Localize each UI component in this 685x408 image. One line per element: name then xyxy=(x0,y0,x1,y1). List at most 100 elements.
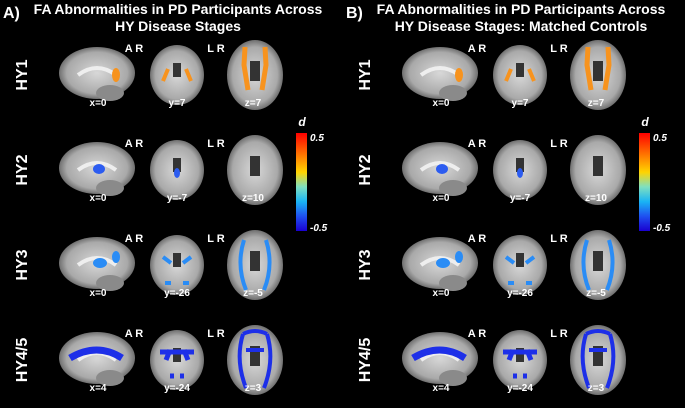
orientation-label: A R xyxy=(468,328,487,340)
colorbar xyxy=(639,133,650,231)
cerebellum xyxy=(439,85,467,101)
orientation-label: A R xyxy=(125,138,144,150)
stage-label: HY1 xyxy=(14,59,31,90)
fa-blob xyxy=(68,346,124,362)
slice-coordinate: x=0 xyxy=(90,98,107,109)
slice-coordinate: y=-26 xyxy=(507,288,533,299)
panel-title: FA Abnormalities in PD Participants Acro… xyxy=(377,1,666,17)
slice-coordinate: y=7 xyxy=(512,98,529,109)
slice-coordinate: x=0 xyxy=(90,193,107,204)
orientation-label: L R xyxy=(207,233,225,245)
ventricle xyxy=(593,61,603,81)
slice-coordinate: x=0 xyxy=(433,98,450,109)
fa-blob xyxy=(237,329,273,389)
slice-coordinate: y=-24 xyxy=(507,383,533,394)
orientation-label: L R xyxy=(550,43,568,55)
ventricle xyxy=(593,156,603,176)
slice-coordinate: y=7 xyxy=(169,98,186,109)
orientation-label: L R xyxy=(550,138,568,150)
ventricle xyxy=(593,346,603,366)
colorbar-label: d xyxy=(641,115,649,129)
ventricle xyxy=(516,253,524,267)
colorbar-max: 0.5 xyxy=(653,133,667,144)
corpus-callosum xyxy=(76,161,118,172)
colorbar xyxy=(296,133,307,231)
cerebellum xyxy=(439,370,467,386)
orientation-label: L R xyxy=(550,328,568,340)
fa-blob xyxy=(161,255,193,285)
cerebellum xyxy=(96,85,124,101)
corpus-callosum xyxy=(419,161,461,172)
orientation-label: A R xyxy=(468,43,487,55)
ventricle xyxy=(173,348,181,362)
orientation-label: A R xyxy=(468,233,487,245)
fa-blob xyxy=(411,346,467,362)
fa-blob xyxy=(504,68,536,82)
orientation-label: A R xyxy=(125,328,144,340)
ventricle xyxy=(173,253,181,267)
fa-blob xyxy=(584,46,612,91)
fa-blob xyxy=(504,255,536,285)
fa-blob xyxy=(503,349,537,379)
panel-label: A) xyxy=(3,5,20,22)
fa-blob xyxy=(436,164,448,174)
panel-label: B) xyxy=(346,5,363,22)
stage-label: HY4/5 xyxy=(357,338,374,383)
fa-blob xyxy=(517,168,523,178)
orientation-label: L R xyxy=(207,328,225,340)
fa-blob xyxy=(160,349,194,379)
slice-coordinate: z=10 xyxy=(242,193,264,204)
colorbar-min: -0.5 xyxy=(310,223,328,234)
fa-blob xyxy=(93,258,107,268)
colorbar-label: d xyxy=(298,115,306,129)
slice-coordinate: z=-5 xyxy=(586,288,606,299)
ventricle xyxy=(250,156,260,176)
stage-label: HY2 xyxy=(357,154,374,185)
slice-coordinate: y=-24 xyxy=(164,383,190,394)
cerebellum xyxy=(96,180,124,196)
corpus-callosum xyxy=(76,256,118,267)
fa-blob xyxy=(112,68,120,82)
stage-label: HY4/5 xyxy=(14,338,31,383)
fa-blob xyxy=(93,164,105,174)
slice-coordinate: x=4 xyxy=(90,383,107,394)
slice-coordinate: x=4 xyxy=(433,383,450,394)
ventricle xyxy=(593,251,603,271)
orientation-label: L R xyxy=(207,138,225,150)
slice-coordinate: y=-7 xyxy=(167,193,188,204)
slice-coordinate: x=0 xyxy=(433,288,450,299)
slice-coordinate: z=3 xyxy=(588,383,605,394)
slice-coordinate: x=0 xyxy=(90,288,107,299)
fa-blob xyxy=(161,68,193,82)
orientation-label: A R xyxy=(468,138,487,150)
orientation-label: L R xyxy=(207,43,225,55)
stage-label: HY3 xyxy=(14,249,31,280)
fa-blob xyxy=(174,168,180,178)
fa-blob xyxy=(581,239,615,291)
slice-coordinate: y=-7 xyxy=(510,193,531,204)
panel-title: HY Disease Stages xyxy=(115,18,241,34)
slice-coordinate: z=-5 xyxy=(243,288,263,299)
orientation-label: A R xyxy=(125,43,144,55)
fa-blob xyxy=(580,329,616,389)
ventricle xyxy=(173,63,181,77)
colorbar-max: 0.5 xyxy=(310,133,324,144)
ventricle xyxy=(250,251,260,271)
panel-title: FA Abnormalities in PD Participants Acro… xyxy=(34,1,323,17)
slice-coordinate: z=7 xyxy=(588,98,605,109)
orientation-label: L R xyxy=(550,233,568,245)
ventricle xyxy=(173,158,181,172)
corpus-callosum xyxy=(419,256,461,267)
cerebellum xyxy=(439,275,467,291)
orientation-label: A R xyxy=(125,233,144,245)
colorbar-min: -0.5 xyxy=(653,223,671,234)
fa-blob xyxy=(112,251,120,263)
slice-coordinate: z=7 xyxy=(245,98,262,109)
slice-coordinate: z=3 xyxy=(245,383,262,394)
slice-coordinate: z=10 xyxy=(585,193,607,204)
fa-blob xyxy=(455,68,463,82)
panel-title: HY Disease Stages: Matched Controls xyxy=(395,18,648,34)
fa-blob xyxy=(238,239,272,291)
slice-coordinate: x=0 xyxy=(433,193,450,204)
